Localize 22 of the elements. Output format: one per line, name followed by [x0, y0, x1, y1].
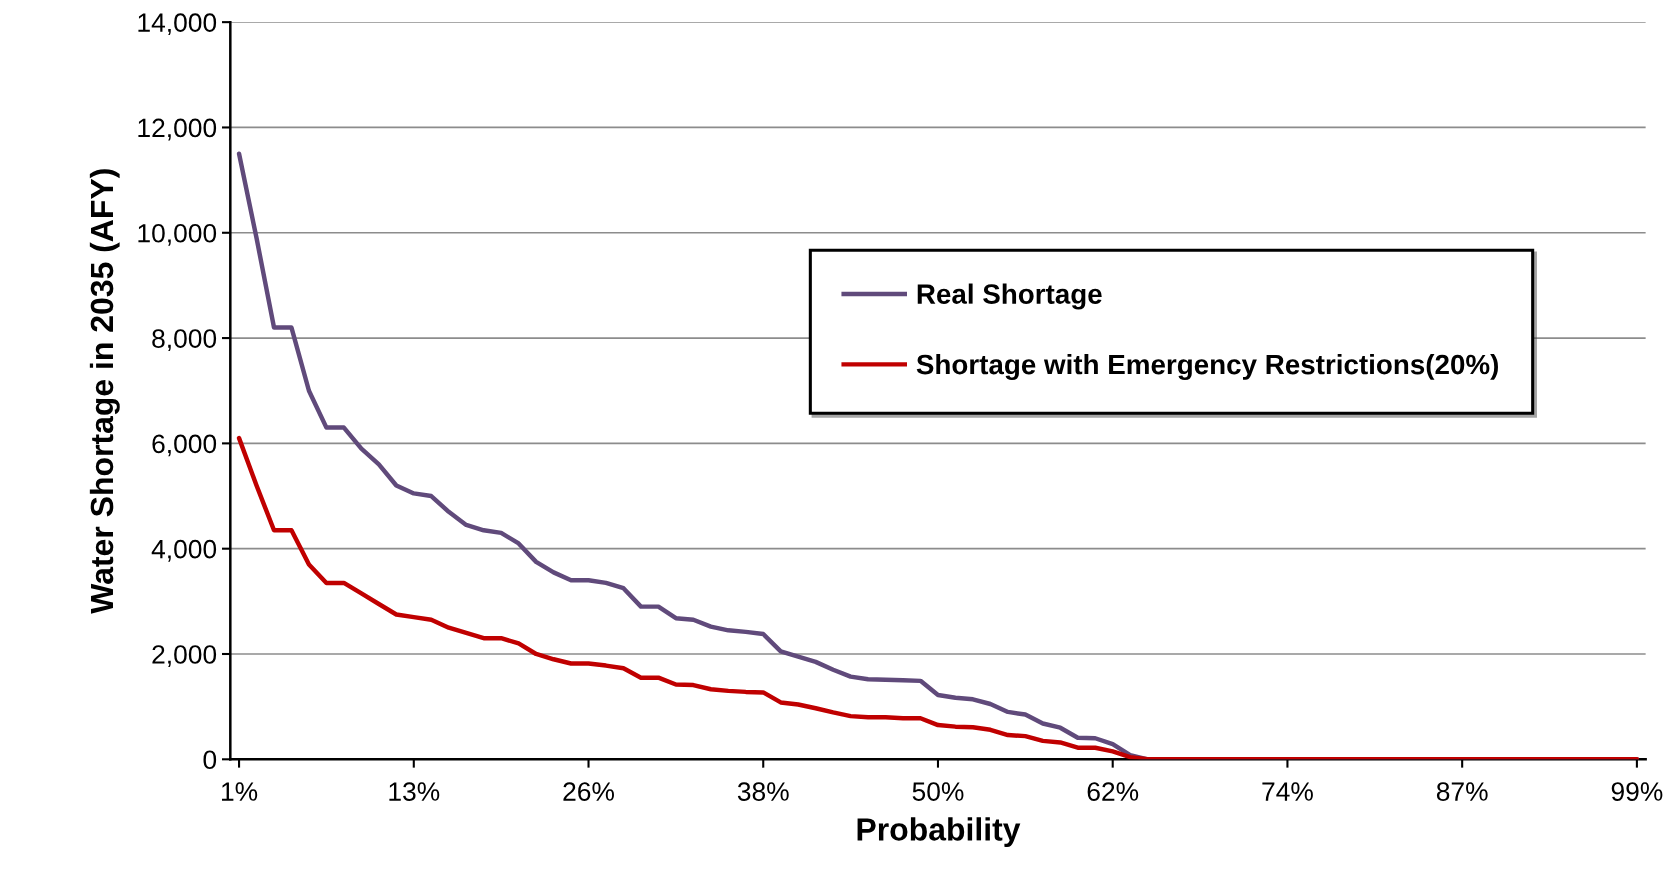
x-tick-label: 1% — [222, 782, 258, 801]
y-tick-label: 14,000 — [138, 13, 217, 36]
y-tick-label: 6,000 — [152, 434, 217, 457]
x-tick-label: 99% — [1611, 782, 1663, 801]
y-axis-title: Water Shortage in 2035 (AFY) — [89, 169, 120, 614]
legend-label: Shortage with Emergency Restrictions(20%) — [916, 353, 1498, 380]
y-tick-label: 8,000 — [152, 329, 217, 352]
x-tick-label: 38% — [737, 782, 789, 801]
y-tick-label: 12,000 — [138, 118, 217, 141]
x-tick-label: 50% — [912, 782, 964, 801]
y-tick-label: 2,000 — [152, 645, 217, 667]
legend-label: Real Shortage — [917, 283, 1102, 310]
y-tick-label: 10,000 — [138, 223, 217, 246]
line-series — [236, 435, 1640, 760]
x-tick-label: 87% — [1436, 782, 1488, 801]
x-tick-label: 62% — [1087, 782, 1139, 801]
x-tick-label: 13% — [389, 782, 440, 801]
y-tick-label: 0 — [203, 750, 217, 770]
x-axis-title: Probability — [857, 817, 1021, 848]
x-tick-label: 26% — [563, 782, 614, 801]
x-tick-label: 74% — [1262, 782, 1313, 801]
y-tick-label: 4,000 — [151, 539, 217, 562]
